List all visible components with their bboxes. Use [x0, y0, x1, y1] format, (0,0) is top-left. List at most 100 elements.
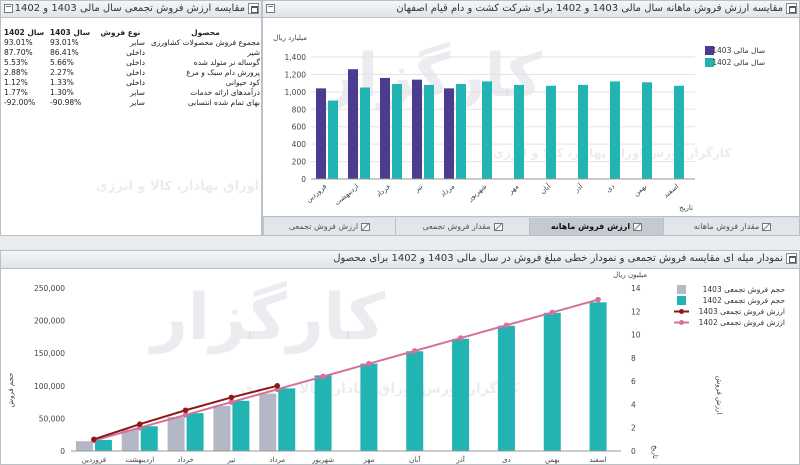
table-header-row: محصول نوع فروش سال 1403 سال 1402: [1, 27, 261, 38]
y2-tick-label: 8: [631, 354, 636, 363]
bar-cum-1402: [94, 439, 112, 451]
bar-1402: [610, 81, 620, 179]
legend-label: سال مالی 1402: [712, 58, 765, 67]
cell-product: شیر: [247, 48, 260, 57]
x-tick-label: مهر: [362, 456, 374, 464]
cell-1403: 93.01%: [50, 38, 79, 47]
y-axis-label: حجم فروش: [7, 373, 15, 408]
bar-cum-1402: [589, 302, 607, 451]
maximize-icon[interactable]: [786, 3, 797, 14]
maximize-icon[interactable]: [248, 3, 259, 14]
y2-axis-label: ارزش فروش: [715, 376, 723, 415]
bar-1402: [674, 85, 684, 179]
col-header-product[interactable]: محصول: [191, 28, 220, 37]
point-cum-1402: [503, 322, 510, 329]
table-row[interactable]: گوساله نر متولد شده داخلی 5.66% 5.53%: [1, 58, 261, 68]
bar-1403: [444, 88, 454, 179]
y-tick-label: 800: [292, 105, 307, 114]
bar-1402: [546, 85, 556, 179]
x-tick-label: مرداد: [439, 182, 456, 198]
tab-monthly-quantity[interactable]: مقدار فروش ماهانه: [663, 218, 799, 235]
table-row[interactable]: کود حیوانی داخلی 1.33% 1.12%: [1, 78, 261, 88]
x-tick-label: شهریور: [311, 456, 334, 464]
cell-1402: 2.88%: [4, 68, 28, 77]
y-tick-label: 600: [292, 123, 307, 132]
table-row[interactable]: درآمدهای ارائه خدمات سایر 1.30% 1.77%: [1, 88, 261, 98]
bar-cum-1402: [314, 375, 332, 451]
table-row[interactable]: پرورش دام سبک و مرغ داخلی 2.27% 2.88%: [1, 68, 261, 78]
col-header-sale-type[interactable]: نوع فروش: [100, 28, 141, 37]
cell-sale-type: داخلی: [126, 68, 145, 77]
x-tick-label: فروردین: [304, 182, 328, 204]
maximize-icon[interactable]: [786, 253, 797, 264]
table-row[interactable]: مجموع فروش محصولات کشاورزی سایر 93.01% 93.0…: [1, 38, 261, 48]
bar-1402: [328, 100, 338, 179]
tab-label: مقدار فروش ماهانه: [693, 222, 760, 231]
table-row[interactable]: شیر داخلی 86.41% 87.70%: [1, 48, 261, 58]
cell-product: گوساله نر متولد شده: [193, 58, 260, 67]
point-cum-1403: [182, 407, 189, 414]
y-tick-label: 250,000: [34, 284, 65, 293]
table-panel: مقایسه ارزش فروش تجمعی سال مالی 1403 و 1…: [0, 0, 262, 236]
y2-tick-label: 4: [631, 400, 636, 409]
cell-product: مجموع فروش محصولات کشاورزی: [150, 38, 260, 47]
y-tick-label: 1,400: [285, 53, 307, 62]
legend-swatch: [705, 46, 714, 55]
y-tick-label: 200: [292, 158, 307, 167]
x-tick-label: تیر: [412, 182, 424, 194]
y-tick-label: 100,000: [34, 382, 65, 391]
cumulative-panel-title: نمودار میله ای مقایسه فروش تجمعی و نمودا…: [333, 253, 783, 264]
x-tick-label: خرداد: [177, 456, 193, 464]
table-row[interactable]: بهای تمام شده انتسابی سایر -90.98% -92.00%: [1, 98, 261, 108]
cell-sale-type: سایر: [130, 98, 145, 107]
pin-icon[interactable]: [266, 4, 275, 13]
legend-label: سال مالی 1403: [712, 46, 765, 55]
cell-1403: 5.66%: [50, 58, 74, 67]
tab-label: ارزش فروش تجمعی: [288, 222, 359, 231]
y-tick-label: 400: [292, 140, 307, 149]
chart-icon: [633, 222, 643, 231]
chart-icon: [762, 222, 772, 231]
bar-1402: [578, 84, 588, 179]
tab-cumulative-value[interactable]: ارزش فروش تجمعی: [263, 218, 395, 235]
bar-cum-1403: [213, 406, 231, 451]
bar-1402: [642, 82, 652, 179]
x-tick-label: فروردین: [82, 456, 106, 464]
bar-cum-1402: [543, 312, 561, 451]
cell-1403: 2.27%: [50, 68, 74, 77]
x-axis-label: تاریخ: [651, 445, 659, 459]
x-tick-label: بهمن: [632, 182, 648, 198]
legend-swatch: [677, 296, 686, 305]
x-tick-label: آذر: [455, 455, 465, 464]
cell-1403: 1.30%: [50, 88, 74, 97]
x-tick-label: شهریور: [466, 182, 489, 203]
monthly-tab-bar: مقدار فروش ماهانه ارزش فروش ماهانه مقدار…: [263, 216, 799, 235]
cell-1402: 87.70%: [4, 48, 33, 57]
bar-1402: [392, 84, 402, 179]
bar-cum-1403: [121, 429, 139, 451]
point-cum-1402: [182, 412, 189, 418]
bar-cum-1402: [406, 351, 424, 451]
point-cum-1402: [320, 373, 326, 380]
bar-1402: [360, 87, 370, 179]
x-tick-label: آبان: [538, 181, 553, 196]
pin-icon[interactable]: [4, 4, 13, 13]
point-cum-1402: [595, 296, 601, 303]
col-header-1403[interactable]: سال 1403: [49, 28, 91, 37]
bar-1402: [482, 81, 492, 179]
point-cum-1402: [411, 348, 418, 354]
point-cum-1403: [136, 421, 143, 428]
y2-tick-label: 10: [631, 331, 641, 340]
bar-cum-1402: [360, 363, 378, 451]
tab-cumulative-quantity[interactable]: مقدار فروش تجمعی: [395, 218, 529, 235]
col-header-1402[interactable]: سال 1402: [3, 28, 45, 37]
legend-marker: [679, 309, 684, 314]
legend-marker: [679, 320, 684, 325]
y-axis-label: میلیارد ریال: [273, 34, 307, 42]
cell-sale-type: سایر: [130, 38, 145, 47]
tab-monthly-value[interactable]: ارزش فروش ماهانه: [529, 218, 663, 235]
cumulative-chart-panel: نمودار میله ای مقایسه فروش تجمعی و نمودا…: [0, 250, 800, 465]
point-cum-1402: [549, 309, 556, 316]
cell-product: بهای تمام شده انتسابی: [187, 98, 260, 107]
x-tick-label: مرداد: [269, 456, 285, 464]
